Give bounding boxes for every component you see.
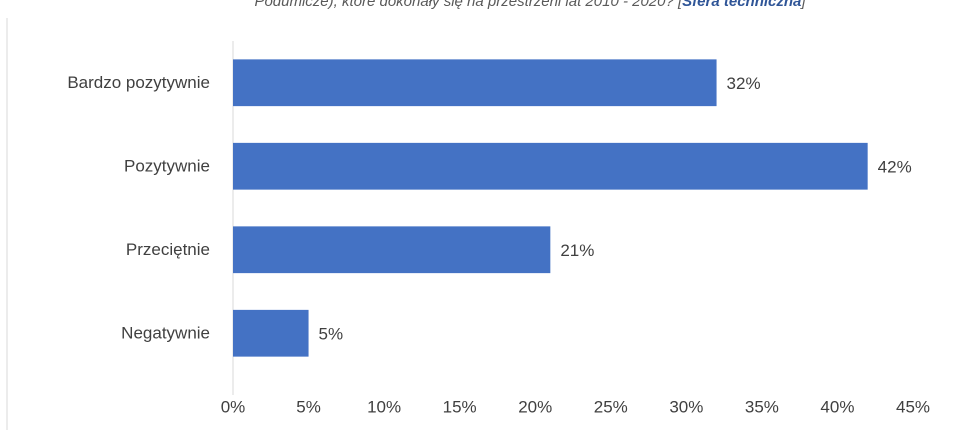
title-part: ] — [799, 0, 806, 10]
y-tick-label: Przeciętnie — [126, 240, 210, 259]
title-part: Podumicze), które dokonały się na przest… — [254, 0, 684, 10]
title-emphasis: Sfera techniczna — [682, 0, 801, 10]
bar — [233, 59, 717, 107]
bar — [233, 226, 551, 274]
y-tick-label: Bardzo pozytywnie — [67, 73, 210, 92]
x-tick-label: 0% — [221, 397, 246, 416]
x-tick-label: 10% — [367, 397, 401, 416]
x-tick-label: 15% — [443, 397, 477, 416]
value-label: 5% — [319, 325, 344, 344]
y-tick-label: Pozytywnie — [124, 157, 210, 176]
value-label: 42% — [878, 158, 912, 177]
value-label: 32% — [727, 74, 761, 93]
x-tick-label: 35% — [745, 397, 779, 416]
bar — [233, 309, 309, 357]
y-tick-label: Negatywnie — [121, 324, 210, 343]
value-label: 21% — [560, 241, 594, 260]
x-tick-label: 5% — [296, 397, 321, 416]
x-tick-label: 45% — [896, 397, 930, 416]
x-tick-label: 20% — [518, 397, 552, 416]
x-tick-label: 25% — [594, 397, 628, 416]
bar — [233, 142, 868, 190]
x-tick-label: 40% — [820, 397, 854, 416]
x-tick-label: 30% — [669, 397, 703, 416]
chart-title: Podumicze), które dokonały się na przest… — [254, 0, 806, 10]
